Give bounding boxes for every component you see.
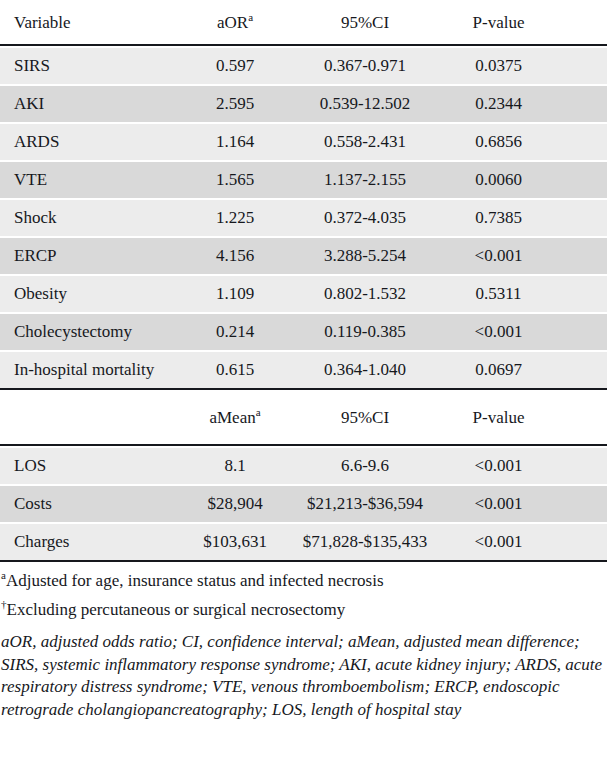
cell-variable: Charges: [0, 524, 175, 562]
cell-variable: Shock: [0, 200, 175, 236]
cell-pvalue: 0.0697: [460, 352, 607, 390]
header-row-amean: aMeana 95%CI P-value: [0, 392, 607, 446]
cell-variable: VTE: [0, 162, 175, 198]
cell-ci: $71,828-$135,433: [295, 524, 460, 562]
cell-ci: $21,213-$36,594: [295, 486, 460, 522]
header-amean-superscript: a: [256, 406, 261, 418]
cell-aor: 1.565: [175, 162, 295, 198]
table-row: SIRS 0.597 0.367-0.971 0.0375: [0, 48, 607, 84]
cell-aor: 1.109: [175, 276, 295, 312]
header-pvalue: P-value: [460, 2, 607, 46]
cell-ci: 3.288-5.254: [295, 238, 460, 274]
table-footnotes: aAdjusted for age, insurance status and …: [0, 564, 607, 722]
header-empty: [0, 392, 175, 446]
footnote-a-text: Adjusted for age, insurance status and i…: [6, 571, 384, 590]
cell-variable: SIRS: [0, 48, 175, 84]
cell-ci: 0.367-0.971: [295, 48, 460, 84]
cell-variable: AKI: [0, 86, 175, 122]
cell-pvalue: 0.6856: [460, 124, 607, 160]
cell-variable: Costs: [0, 486, 175, 522]
footnote-dagger-text: Excluding percutaneous or surgical necro…: [7, 600, 346, 619]
header-variable: Variable: [0, 2, 175, 46]
cell-ci: 0.558-2.431: [295, 124, 460, 160]
header-pvalue: P-value: [460, 392, 607, 446]
cell-amean: $103,631: [175, 524, 295, 562]
cell-ci: 1.137-2.155: [295, 162, 460, 198]
table-row: Obesity 1.109 0.802-1.532 0.5311: [0, 276, 607, 312]
header-aor: aORa: [175, 2, 295, 46]
header-amean: aMeana: [175, 392, 295, 446]
cell-variable: LOS: [0, 448, 175, 484]
header-amean-label: aMean: [209, 408, 255, 427]
table-body-amean: LOS 8.1 6.6-9.6 <0.001 Costs $28,904 $21…: [0, 448, 607, 562]
cell-pvalue: 0.2344: [460, 86, 607, 122]
cell-pvalue: <0.001: [460, 486, 607, 522]
paper-table-page: Variable aORa 95%CI P-value SIRS 0.597 0…: [0, 0, 607, 757]
cell-pvalue: 0.5311: [460, 276, 607, 312]
cell-aor: 1.225: [175, 200, 295, 236]
cell-aor: 0.615: [175, 352, 295, 390]
cell-ci: 0.119-0.385: [295, 314, 460, 350]
cell-aor: 1.164: [175, 124, 295, 160]
cell-pvalue: 0.0375: [460, 48, 607, 84]
cell-variable: Obesity: [0, 276, 175, 312]
cell-ci: 0.372-4.035: [295, 200, 460, 236]
table-row: VTE 1.565 1.137-2.155 0.0060: [0, 162, 607, 198]
cell-aor: 4.156: [175, 238, 295, 274]
footnote-abbreviations: aOR, adjusted odds ratio; CI, confidence…: [1, 631, 605, 722]
header-row-aor: Variable aORa 95%CI P-value: [0, 2, 607, 46]
cell-amean: 8.1: [175, 448, 295, 484]
table-row: Costs $28,904 $21,213-$36,594 <0.001: [0, 486, 607, 522]
table-row: ERCP 4.156 3.288-5.254 <0.001: [0, 238, 607, 274]
table-row: ARDS 1.164 0.558-2.431 0.6856: [0, 124, 607, 160]
table-header-aor: Variable aORa 95%CI P-value: [0, 2, 607, 46]
cell-variable: ARDS: [0, 124, 175, 160]
header-aor-label: aOR: [217, 13, 248, 32]
cell-pvalue: 0.7385: [460, 200, 607, 236]
cell-amean: $28,904: [175, 486, 295, 522]
cell-pvalue: <0.001: [460, 238, 607, 274]
footnote-exclusion: †Excluding percutaneous or surgical necr…: [1, 599, 605, 621]
cell-ci: 0.539-12.502: [295, 86, 460, 122]
footnote-adjustment: aAdjusted for age, insurance status and …: [1, 570, 605, 592]
header-aor-superscript: a: [248, 11, 253, 23]
outcomes-table: Variable aORa 95%CI P-value SIRS 0.597 0…: [0, 0, 607, 564]
table-row: AKI 2.595 0.539-12.502 0.2344: [0, 86, 607, 122]
header-ci: 95%CI: [295, 2, 460, 46]
table-row: In-hospital mortality 0.615 0.364-1.040 …: [0, 352, 607, 390]
cell-pvalue: 0.0060: [460, 162, 607, 198]
table-row: Shock 1.225 0.372-4.035 0.7385: [0, 200, 607, 236]
cell-pvalue: <0.001: [460, 524, 607, 562]
cell-variable: ERCP: [0, 238, 175, 274]
cell-variable: Cholecystectomy: [0, 314, 175, 350]
cell-ci: 0.802-1.532: [295, 276, 460, 312]
cell-aor: 0.597: [175, 48, 295, 84]
table-row: LOS 8.1 6.6-9.6 <0.001: [0, 448, 607, 484]
table-header-amean: aMeana 95%CI P-value: [0, 392, 607, 446]
cell-pvalue: <0.001: [460, 448, 607, 484]
cell-variable: In-hospital mortality: [0, 352, 175, 390]
cell-ci: 0.364-1.040: [295, 352, 460, 390]
header-ci: 95%CI: [295, 392, 460, 446]
cell-pvalue: <0.001: [460, 314, 607, 350]
cell-ci: 6.6-9.6: [295, 448, 460, 484]
table-row: Cholecystectomy 0.214 0.119-0.385 <0.001: [0, 314, 607, 350]
table-row: Charges $103,631 $71,828-$135,433 <0.001: [0, 524, 607, 562]
cell-aor: 2.595: [175, 86, 295, 122]
table-body-aor: SIRS 0.597 0.367-0.971 0.0375 AKI 2.595 …: [0, 48, 607, 390]
cell-aor: 0.214: [175, 314, 295, 350]
